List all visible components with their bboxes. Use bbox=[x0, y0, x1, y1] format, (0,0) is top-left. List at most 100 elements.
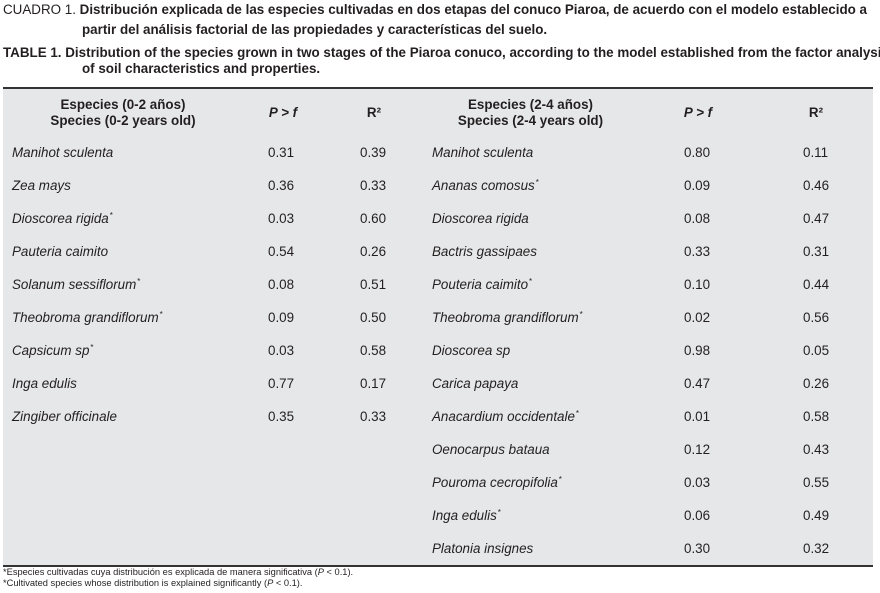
left-pf-cell: 0.09 bbox=[268, 310, 295, 325]
header-species-2-4-en: Species (2-4 years old) bbox=[457, 113, 604, 128]
left-species-cell: Solanum sessiflorum* bbox=[12, 277, 140, 293]
left-species-cell: Manihot sculenta bbox=[12, 145, 113, 161]
right-species-cell: Dioscorea rigida bbox=[432, 211, 529, 227]
right-species-cell: Oenocarpus bataua bbox=[432, 442, 550, 458]
left-r2-cell: 0.33 bbox=[360, 409, 387, 424]
right-pf-cell: 0.80 bbox=[684, 145, 711, 160]
right-r2-cell: 0.32 bbox=[803, 541, 830, 556]
header-species-2-4-es: Especies (2-4 años) bbox=[467, 97, 594, 112]
right-species-cell-name: Ananas comosus bbox=[432, 178, 535, 193]
right-species-cell: Dioscorea sp bbox=[432, 343, 510, 359]
left-species-cell: Zingiber officinale bbox=[12, 409, 117, 425]
right-species-cell-name: Manihot sculenta bbox=[432, 145, 534, 160]
footnote-spanish-end: < 0.1). bbox=[323, 567, 354, 577]
header-r2-left: R² bbox=[366, 105, 382, 120]
left-pf-cell: 0.54 bbox=[268, 244, 295, 259]
left-r2-cell: 0.60 bbox=[360, 211, 387, 226]
right-r2-cell: 0.58 bbox=[803, 409, 830, 424]
left-species-cell: Zea mays bbox=[12, 178, 71, 194]
right-species-cell-significance-mark: * bbox=[558, 475, 562, 484]
left-species-cell: Capsicum sp* bbox=[12, 343, 94, 359]
header-species-0-2: Especies (0-2 años) Species (0-2 years o… bbox=[23, 97, 223, 129]
right-species-cell: Pouteria caimito* bbox=[432, 277, 532, 293]
caption-spanish-line1: Distribución explicada de las especies c… bbox=[79, 2, 867, 17]
left-r2-cell: 0.39 bbox=[360, 145, 387, 160]
right-pf-cell: 0.33 bbox=[684, 244, 711, 259]
right-species-cell: Ananas comosus* bbox=[432, 178, 539, 194]
right-species-cell-name: Platonia insignes bbox=[432, 541, 534, 556]
right-species-cell: Carica papaya bbox=[432, 376, 518, 392]
right-species-cell-name: Oenocarpus bataua bbox=[432, 442, 550, 457]
left-pf-cell: 0.31 bbox=[268, 145, 295, 160]
right-r2-cell: 0.31 bbox=[803, 244, 830, 259]
right-species-cell: Bactris gassipaes bbox=[432, 244, 537, 260]
footnote-english: *Cultivated species whose distribution i… bbox=[3, 578, 302, 589]
left-pf-cell: 0.03 bbox=[268, 211, 295, 226]
left-r2-cell: 0.58 bbox=[360, 343, 387, 358]
header-species-0-2-es: Especies (0-2 años) bbox=[60, 97, 186, 112]
right-pf-cell: 0.02 bbox=[684, 310, 711, 325]
footnote-english-p: P bbox=[267, 578, 274, 588]
caption-english-line2: of soil characteristics and properties. bbox=[82, 61, 321, 76]
left-pf-cell: 0.77 bbox=[268, 376, 295, 391]
species-table: Especies (0-2 años) Species (0-2 years o… bbox=[3, 87, 873, 567]
right-species-cell-name: Dioscorea rigida bbox=[432, 211, 529, 226]
right-r2-cell: 0.56 bbox=[803, 310, 830, 325]
footnote-spanish: *Especies cultivadas cuya distribución e… bbox=[3, 567, 353, 578]
header-pf-left: P > f bbox=[268, 105, 298, 120]
left-species-cell: Theobroma grandiflorum* bbox=[12, 310, 163, 326]
header-species-2-4: Especies (2-4 años) Species (2-4 years o… bbox=[428, 97, 633, 129]
right-species-cell-significance-mark: * bbox=[535, 178, 539, 187]
right-pf-cell: 0.30 bbox=[684, 541, 711, 556]
footnote-english-end: < 0.1). bbox=[273, 578, 303, 588]
left-species-cell-name: Zingiber officinale bbox=[12, 409, 117, 424]
footnote-english-text: *Cultivated species whose distribution i… bbox=[3, 578, 268, 588]
left-species-cell-name: Pauteria caimito bbox=[12, 244, 109, 259]
right-r2-cell: 0.43 bbox=[803, 442, 830, 457]
left-species-cell: Inga edulis bbox=[12, 376, 77, 392]
left-species-cell-name: Solanum sessiflorum bbox=[12, 277, 137, 292]
left-species-cell-significance-mark: * bbox=[137, 277, 141, 286]
right-species-cell: Pouroma cecropifolia* bbox=[432, 475, 562, 491]
left-pf-cell: 0.08 bbox=[268, 277, 295, 292]
right-pf-cell: 0.12 bbox=[684, 442, 711, 457]
left-species-cell: Dioscorea rigida* bbox=[12, 211, 113, 227]
right-r2-cell: 0.26 bbox=[803, 376, 830, 391]
footnote-spanish-p: P bbox=[317, 567, 324, 577]
right-species-cell-significance-mark: * bbox=[497, 508, 501, 517]
header-r2-right: R² bbox=[808, 105, 824, 120]
caption-spanish-line2: partir del análisis factorial de las pro… bbox=[82, 22, 548, 37]
left-species-cell-name: Manihot sculenta bbox=[12, 145, 114, 160]
right-r2-cell: 0.44 bbox=[803, 277, 830, 292]
caption-spanish-label: CUADRO 1. bbox=[3, 2, 76, 17]
left-species-cell-significance-mark: * bbox=[109, 211, 113, 220]
right-species-cell: Theobroma grandiflorum* bbox=[432, 310, 583, 326]
header-species-0-2-en: Species (0-2 years old) bbox=[50, 113, 196, 128]
right-species-cell-name: Carica papaya bbox=[432, 376, 519, 391]
right-r2-cell: 0.05 bbox=[803, 343, 830, 358]
footnote-spanish-text: *Especies cultivadas cuya distribución e… bbox=[3, 567, 318, 577]
right-species-cell-name: Inga edulis bbox=[432, 508, 497, 523]
right-species-cell-name: Dioscorea sp bbox=[432, 343, 511, 358]
left-r2-cell: 0.51 bbox=[360, 277, 387, 292]
right-species-cell-name: Pouroma cecropifolia bbox=[432, 475, 558, 490]
right-species-cell-name: Bactris gassipaes bbox=[432, 244, 537, 259]
left-species-cell-significance-mark: * bbox=[90, 343, 94, 352]
right-r2-cell: 0.55 bbox=[803, 475, 830, 490]
left-species-cell-name: Inga edulis bbox=[12, 376, 77, 391]
right-species-cell-name: Pouteria caimito bbox=[432, 277, 529, 292]
right-r2-cell: 0.49 bbox=[803, 508, 830, 523]
caption-english-label: TABLE 1. bbox=[3, 45, 62, 60]
right-r2-cell: 0.11 bbox=[803, 145, 829, 160]
left-species-cell-name: Zea mays bbox=[12, 178, 71, 193]
left-species-cell: Pauteria caimito bbox=[12, 244, 108, 260]
left-r2-cell: 0.50 bbox=[360, 310, 387, 325]
right-species-cell: Platonia insignes bbox=[432, 541, 533, 557]
right-pf-cell: 0.08 bbox=[684, 211, 711, 226]
right-pf-cell: 0.03 bbox=[684, 475, 711, 490]
left-pf-cell: 0.36 bbox=[268, 178, 295, 193]
right-pf-cell: 0.09 bbox=[684, 178, 711, 193]
caption-spanish: CUADRO 1. Distribución explicada de las … bbox=[3, 2, 877, 37]
right-species-cell-significance-mark: * bbox=[529, 277, 533, 286]
right-species-cell-significance-mark: * bbox=[579, 310, 583, 319]
